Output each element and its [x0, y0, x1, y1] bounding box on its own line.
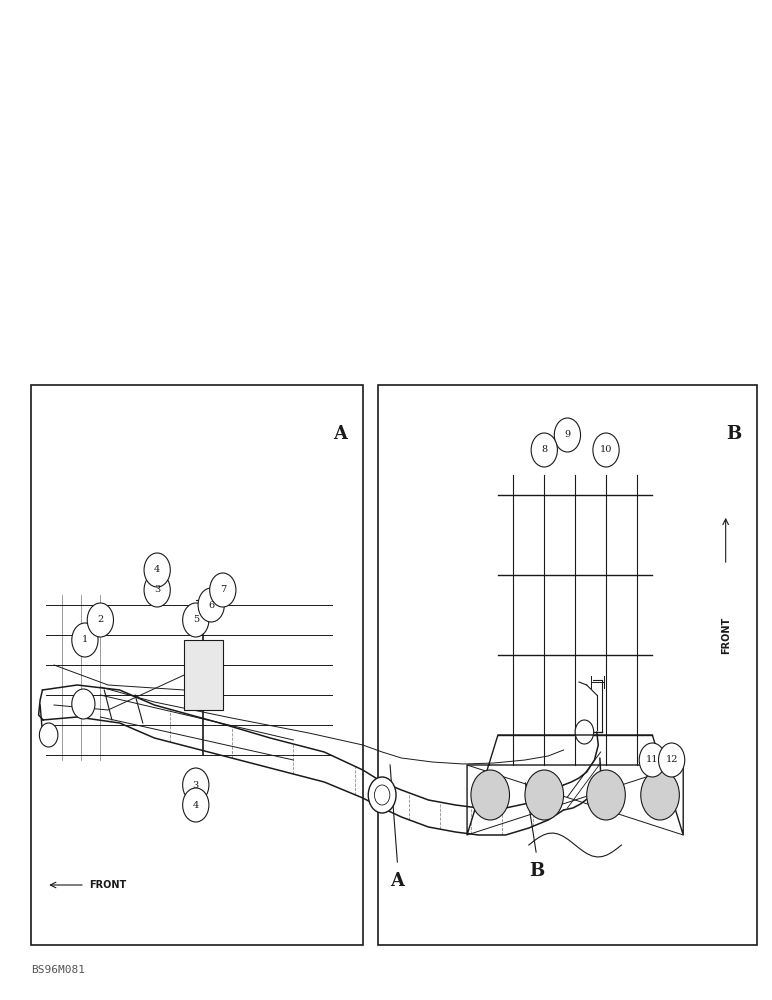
Text: BS96M081: BS96M081: [31, 965, 85, 975]
Circle shape: [72, 623, 98, 657]
Text: A: A: [334, 425, 347, 443]
Circle shape: [198, 588, 225, 622]
Circle shape: [531, 433, 557, 467]
Text: 11: 11: [646, 756, 659, 764]
Text: 7: 7: [220, 586, 226, 594]
Text: 4: 4: [193, 800, 199, 810]
Circle shape: [471, 770, 510, 820]
Circle shape: [183, 768, 209, 802]
Circle shape: [639, 743, 665, 777]
Circle shape: [368, 777, 396, 813]
Text: A: A: [391, 872, 405, 890]
Circle shape: [525, 770, 564, 820]
Text: 3: 3: [193, 781, 199, 790]
Text: 6: 6: [208, 600, 215, 610]
Text: 5: 5: [193, 616, 199, 624]
Text: 3: 3: [154, 586, 161, 594]
Circle shape: [587, 770, 625, 820]
Circle shape: [593, 433, 619, 467]
Circle shape: [87, 603, 113, 637]
Text: FRONT: FRONT: [721, 616, 730, 654]
Circle shape: [144, 553, 171, 587]
Circle shape: [72, 689, 95, 719]
Circle shape: [641, 770, 679, 820]
Circle shape: [144, 573, 171, 607]
Circle shape: [554, 418, 581, 452]
Text: B: B: [726, 425, 741, 443]
Circle shape: [39, 723, 58, 747]
Text: 2: 2: [97, 616, 103, 624]
Text: 4: 4: [154, 566, 161, 574]
Text: 10: 10: [600, 446, 612, 454]
Bar: [378, 385, 757, 945]
Text: 1: 1: [82, 636, 88, 645]
Circle shape: [575, 720, 594, 744]
Text: 8: 8: [541, 446, 547, 454]
Text: 9: 9: [564, 430, 571, 439]
Bar: [185, 640, 223, 710]
Circle shape: [183, 788, 209, 822]
Circle shape: [659, 743, 685, 777]
Text: FRONT: FRONT: [89, 880, 126, 890]
Circle shape: [183, 603, 209, 637]
Text: 12: 12: [665, 756, 678, 764]
Text: B: B: [529, 862, 544, 880]
Circle shape: [210, 573, 236, 607]
Bar: [31, 385, 363, 945]
